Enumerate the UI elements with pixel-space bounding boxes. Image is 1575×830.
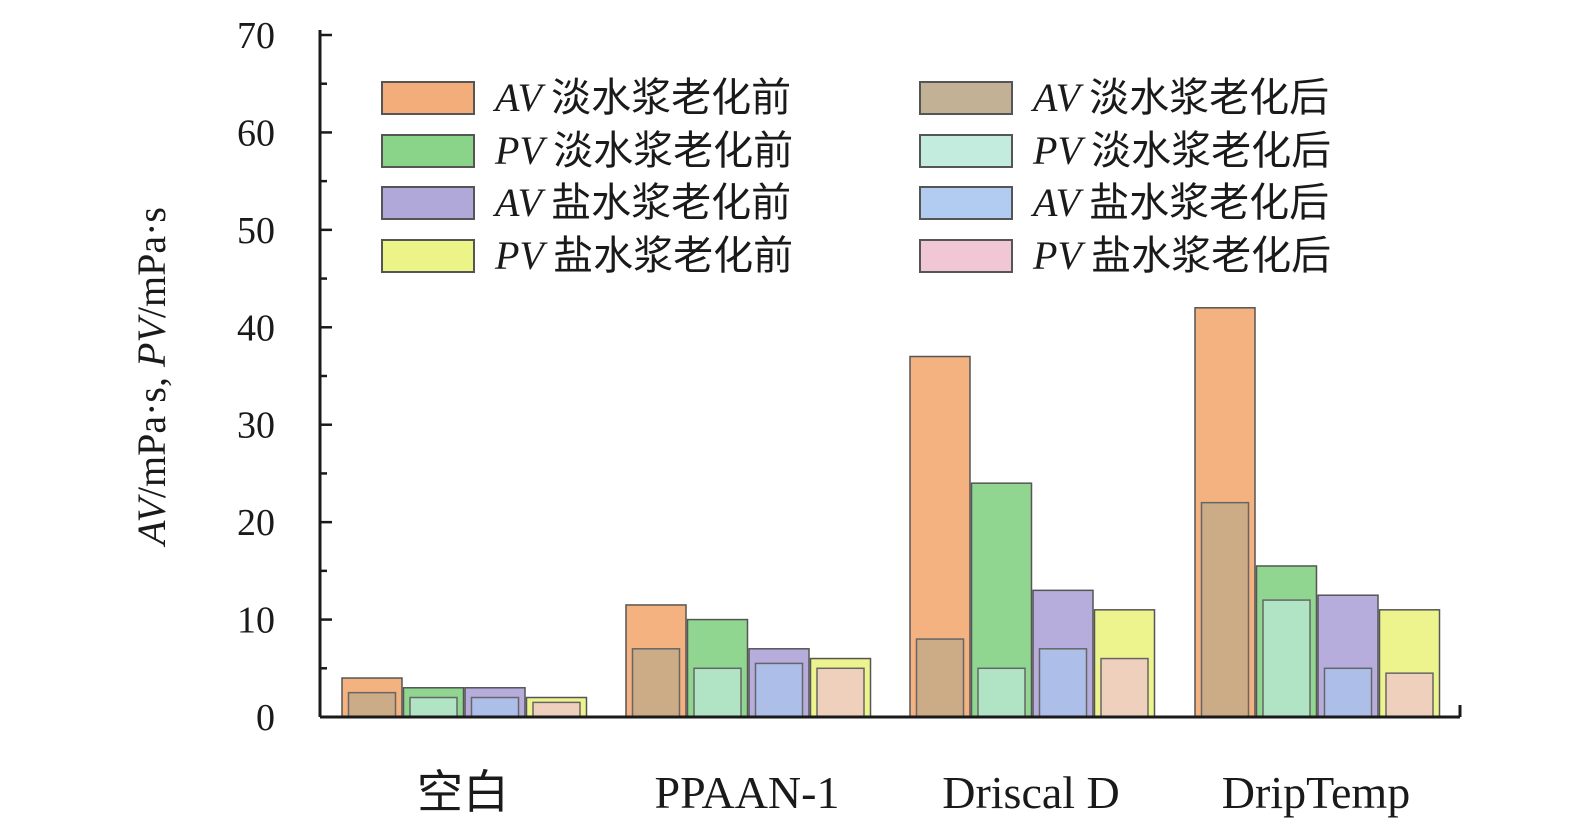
legend-swatch [381,239,475,273]
y-tick-label: 20 [237,502,275,544]
legend-label: PV 盐水浆老化前 [494,233,793,278]
y-tick-label: 70 [237,15,275,57]
y-tick-label: 40 [237,307,275,349]
legend-swatch [919,186,1013,220]
legend-swatch [919,134,1013,168]
legend-label: AV 淡水浆老化后 [1030,75,1329,120]
axes-layer: 0 10 20 30 40 50 60 70 空白 PPAAN-1 Driscal D DripTem… [237,15,1462,818]
legend-label: PV 盐水浆老化后 [1032,233,1331,278]
legend-item: PV 淡水浆老化后 [919,128,1331,173]
bar-2-4 [915,638,965,718]
x-category-label: DripTemp [1222,767,1410,818]
legend-item: AV 淡水浆老化后 [919,75,1329,120]
y-tick-label: 0 [256,697,275,739]
bars-layer [341,307,1441,718]
legend-item: AV 盐水浆老化后 [919,180,1329,225]
bar-3-4 [1200,501,1250,718]
x-category-label: 空白 [417,767,509,818]
legend-swatch [919,81,1013,115]
y-tick-label: 10 [237,600,275,642]
bar-1-7 [816,667,865,718]
legend-item: PV 盐水浆老化后 [919,233,1331,278]
bar-0-4 [347,691,397,718]
legend-item: PV 淡水浆老化前 [381,128,793,173]
bar-1-4 [631,648,681,718]
legend-label: AV 盐水浆老化后 [1030,180,1329,225]
legend-swatch [381,81,475,115]
bar-2-6 [1038,648,1088,718]
legend: AV 淡水浆老化前 PV 淡水浆老化前 AV 盐水浆老化前 PV 盐水浆老化前 AV 淡… [381,75,1331,278]
bar-3-7 [1385,672,1434,718]
bar-2-5 [977,667,1026,718]
legend-label: AV 盐水浆老化前 [492,180,791,225]
legend-label: AV 淡水浆老化前 [492,75,791,120]
legend-label: PV 淡水浆老化后 [1032,128,1331,173]
legend-item: PV 盐水浆老化前 [381,233,793,278]
y-tick-label: 50 [237,210,275,252]
y-tick-label: 30 [237,405,275,447]
bar-0-5 [409,696,458,718]
bar-3-5 [1262,599,1311,718]
x-category-label: Driscal D [942,767,1120,818]
bar-1-5 [693,667,742,718]
legend-item: AV 盐水浆老化前 [381,180,791,225]
legend-swatch [919,239,1013,273]
bar-0-6 [470,696,520,718]
bar-0-7 [532,701,581,718]
legend-swatch [381,134,475,168]
legend-swatch [381,186,475,220]
legend-label: PV 淡水浆老化前 [494,128,793,173]
bar-3-6 [1323,667,1373,718]
x-category-label: PPAAN-1 [655,767,840,818]
legend-item: AV 淡水浆老化前 [381,75,791,120]
y-axis-title: AV/mPa·s, PV/mPa·s [129,207,174,548]
bar-2-7 [1100,657,1149,718]
bar-1-6 [754,662,804,718]
y-tick-label: 60 [237,112,275,154]
